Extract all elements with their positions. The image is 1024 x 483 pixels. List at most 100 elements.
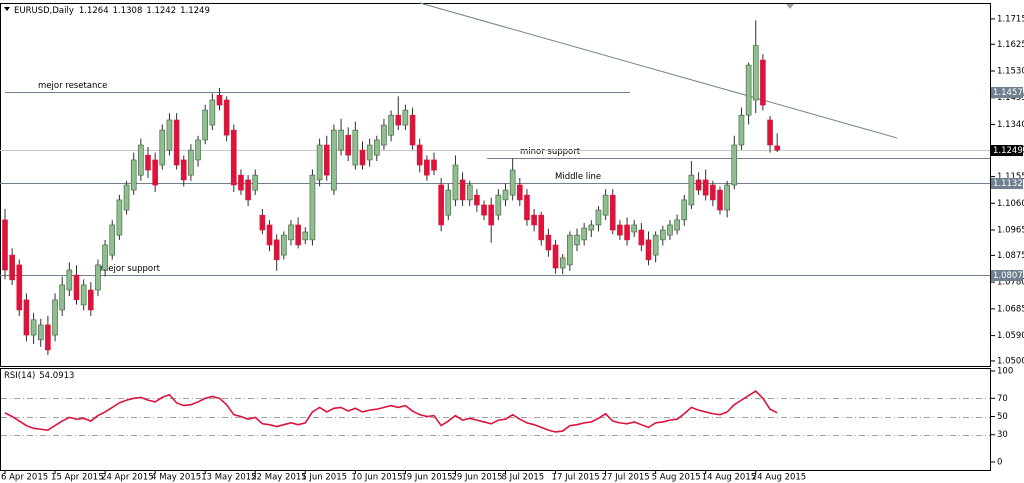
candle-body bbox=[695, 179, 702, 191]
candle-body bbox=[717, 189, 723, 211]
candle-body bbox=[581, 227, 587, 241]
y-tick-label: 1.1625 bbox=[997, 40, 1024, 50]
candle-body bbox=[609, 194, 616, 231]
candle-body bbox=[73, 274, 80, 301]
candle-body bbox=[188, 149, 194, 176]
y-tick-label: 1.0500 bbox=[997, 356, 1024, 366]
y-tick-label: 100 bbox=[997, 367, 1013, 377]
candle-body bbox=[645, 239, 652, 261]
x-tick-label: 5 Aug 2015 bbox=[652, 473, 701, 483]
candle-body bbox=[216, 94, 223, 106]
price-tag bbox=[991, 178, 1023, 189]
candle-body bbox=[416, 144, 423, 166]
y-tick-label: 30 bbox=[997, 430, 1008, 440]
x-tick-label: 27 Jul 2015 bbox=[602, 473, 650, 483]
candle-body bbox=[431, 159, 437, 171]
candle-body bbox=[424, 159, 430, 176]
candle-body bbox=[166, 119, 173, 151]
candle-body bbox=[652, 234, 659, 256]
candle-body bbox=[674, 219, 680, 231]
candle-body bbox=[681, 199, 688, 221]
candle-body bbox=[2, 219, 8, 271]
candle-body bbox=[138, 144, 144, 176]
candle-body bbox=[259, 214, 266, 231]
x-tick-label: 8 Jul 2015 bbox=[502, 473, 545, 483]
candle-body bbox=[488, 204, 495, 226]
candle-body bbox=[688, 174, 695, 206]
candle-body bbox=[109, 224, 116, 256]
candle-body bbox=[545, 234, 552, 251]
menu-icon bbox=[4, 7, 10, 11]
candle-body bbox=[66, 269, 73, 291]
candle-body bbox=[738, 114, 745, 146]
shift-marker bbox=[786, 4, 794, 9]
candle-body bbox=[202, 109, 208, 141]
y-tick-label: 1.1060 bbox=[997, 199, 1024, 209]
x-tick-label: 22 May 2015 bbox=[251, 473, 306, 483]
chart-title: EURUSD,Daily bbox=[14, 6, 74, 16]
candle-body bbox=[323, 144, 330, 176]
y-tick-label: 1.0780 bbox=[997, 278, 1024, 288]
candle-body bbox=[509, 169, 516, 196]
candle-body bbox=[595, 209, 602, 226]
price-tag-label: 1.1457 bbox=[993, 88, 1023, 98]
y-tick-label: 0 bbox=[997, 458, 1002, 468]
candle-body bbox=[37, 324, 44, 341]
candle-body bbox=[602, 194, 609, 216]
candle-body bbox=[345, 134, 352, 156]
price-tag-label: 1.1132 bbox=[993, 179, 1023, 189]
candle-body bbox=[588, 224, 595, 231]
price-tag bbox=[991, 87, 1023, 98]
rsi-last-value: 54.0913 bbox=[39, 371, 74, 381]
candle-body bbox=[395, 114, 402, 126]
candle-body bbox=[388, 114, 394, 136]
rsi-panel bbox=[0, 368, 991, 471]
y-tick-label: 1.0875 bbox=[997, 251, 1024, 261]
candle-body bbox=[180, 159, 187, 181]
candle-body bbox=[145, 154, 151, 171]
candle-body bbox=[245, 179, 251, 201]
x-tick-label: 6 Apr 2015 bbox=[1, 473, 48, 483]
candle-body bbox=[359, 149, 366, 166]
y-tick-label: 1.1155 bbox=[997, 172, 1024, 182]
y-tick-label: 1.0590 bbox=[997, 331, 1024, 341]
candle-body bbox=[238, 174, 244, 191]
x-tick-label: 24 Aug 2015 bbox=[752, 473, 806, 483]
candle-body bbox=[52, 299, 58, 336]
candle-body bbox=[524, 194, 530, 221]
y-tick-label: 70 bbox=[997, 394, 1008, 404]
candle-body bbox=[459, 179, 466, 201]
candle-body bbox=[710, 184, 716, 201]
candle-body bbox=[273, 239, 280, 261]
candle-body bbox=[466, 184, 473, 201]
candle-body bbox=[102, 244, 108, 271]
candle-body bbox=[30, 319, 37, 336]
candle-body bbox=[552, 244, 559, 269]
y-tick-label: 1.1435 bbox=[997, 93, 1024, 103]
candle-body bbox=[381, 124, 387, 146]
candle-body bbox=[452, 164, 459, 201]
candle-body bbox=[295, 224, 301, 246]
candle-body bbox=[59, 284, 66, 311]
candle-body bbox=[309, 174, 316, 241]
candle-body bbox=[495, 194, 502, 216]
candle-body bbox=[116, 199, 123, 236]
x-tick-label: 24 Apr 2015 bbox=[101, 473, 154, 483]
rsi-title: RSI(14) bbox=[4, 371, 35, 381]
candle-body bbox=[702, 179, 709, 196]
x-tick-label: 13 May 2015 bbox=[201, 473, 256, 483]
candle-body bbox=[567, 234, 573, 266]
y-tick-label: 50 bbox=[997, 412, 1008, 422]
candle-body bbox=[402, 109, 409, 126]
candle-body bbox=[731, 144, 738, 186]
candle-body bbox=[667, 224, 673, 236]
candle-body bbox=[9, 254, 15, 281]
x-tick-label: 4 May 2015 bbox=[151, 473, 201, 483]
candle-body bbox=[474, 194, 480, 206]
candle-body bbox=[80, 284, 87, 306]
last-low: 1.1242 bbox=[146, 6, 176, 16]
candle-body bbox=[288, 224, 294, 241]
candle-body bbox=[624, 224, 630, 241]
price-tag bbox=[991, 270, 1023, 281]
